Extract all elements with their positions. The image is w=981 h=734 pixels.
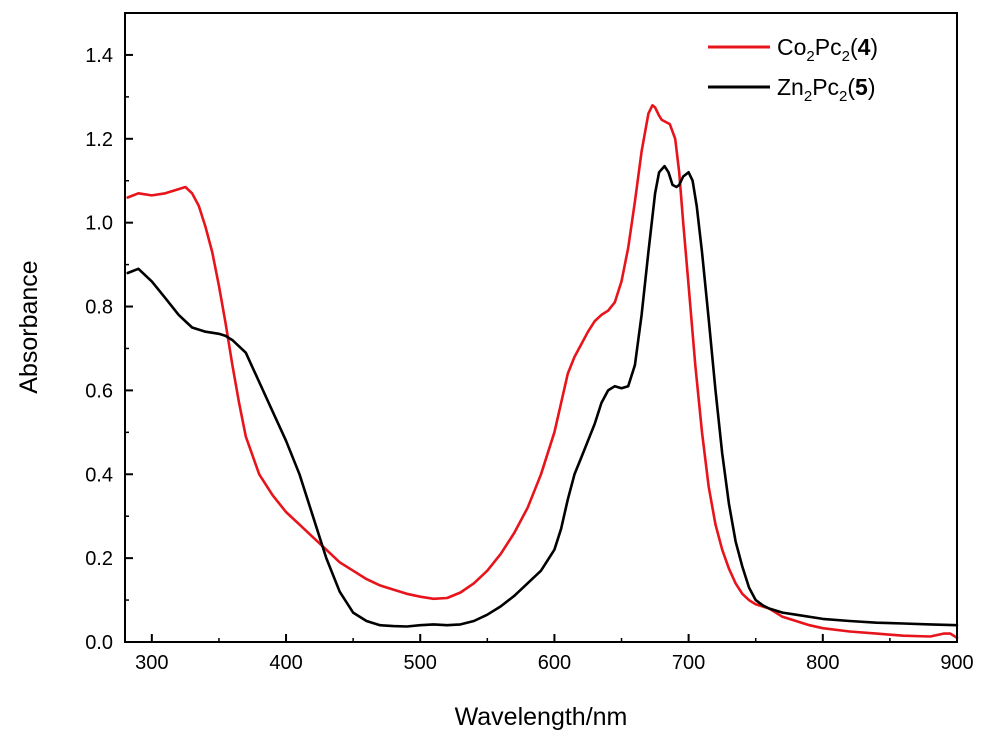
y-axis-ticks: 0.0 0.2 0.4 0.6 0.8 1.0 1.2 1.4	[85, 12, 133, 654]
x-tick-label: 600	[538, 652, 571, 674]
y-tick-label: 0.0	[85, 632, 113, 654]
legend-label-1: Zn2Pc2(5)	[777, 74, 876, 105]
x-axis-ticks: 300 400 500 600 700 800 900	[135, 634, 974, 674]
y-tick-label: 0.4	[85, 464, 113, 486]
x-tick-label: 900	[940, 652, 973, 674]
x-tick-label: 700	[672, 652, 705, 674]
series-layer	[126, 104, 959, 640]
x-tick-label: 500	[404, 652, 437, 674]
x-tick-label: 800	[806, 652, 839, 674]
y-tick-label: 0.6	[85, 380, 113, 402]
legend-label-0: Co2Pc2(4)	[777, 34, 878, 65]
x-tick-label: 300	[135, 652, 168, 674]
y-tick-label: 1.4	[85, 45, 113, 67]
series-line-1	[126, 164, 959, 628]
series-line-0	[126, 104, 959, 640]
y-tick-label: 0.2	[85, 548, 113, 570]
plot-frame	[124, 12, 958, 643]
plot-area: 300 400 500 600 700 800 900 0.0 0.2 0.4 0.6 0.8 1.0…	[85, 12, 974, 674]
x-tick-label: 400	[269, 652, 302, 674]
y-tick-label: 1.2	[85, 129, 113, 151]
y-axis-title: Absorbance	[15, 260, 43, 393]
y-tick-label: 0.8	[85, 297, 113, 319]
x-axis-title: Wavelength/nm	[455, 703, 628, 731]
legend: Co2Pc2(4) Zn2Pc2(5)	[708, 34, 878, 105]
y-tick-label: 1.0	[85, 213, 113, 235]
